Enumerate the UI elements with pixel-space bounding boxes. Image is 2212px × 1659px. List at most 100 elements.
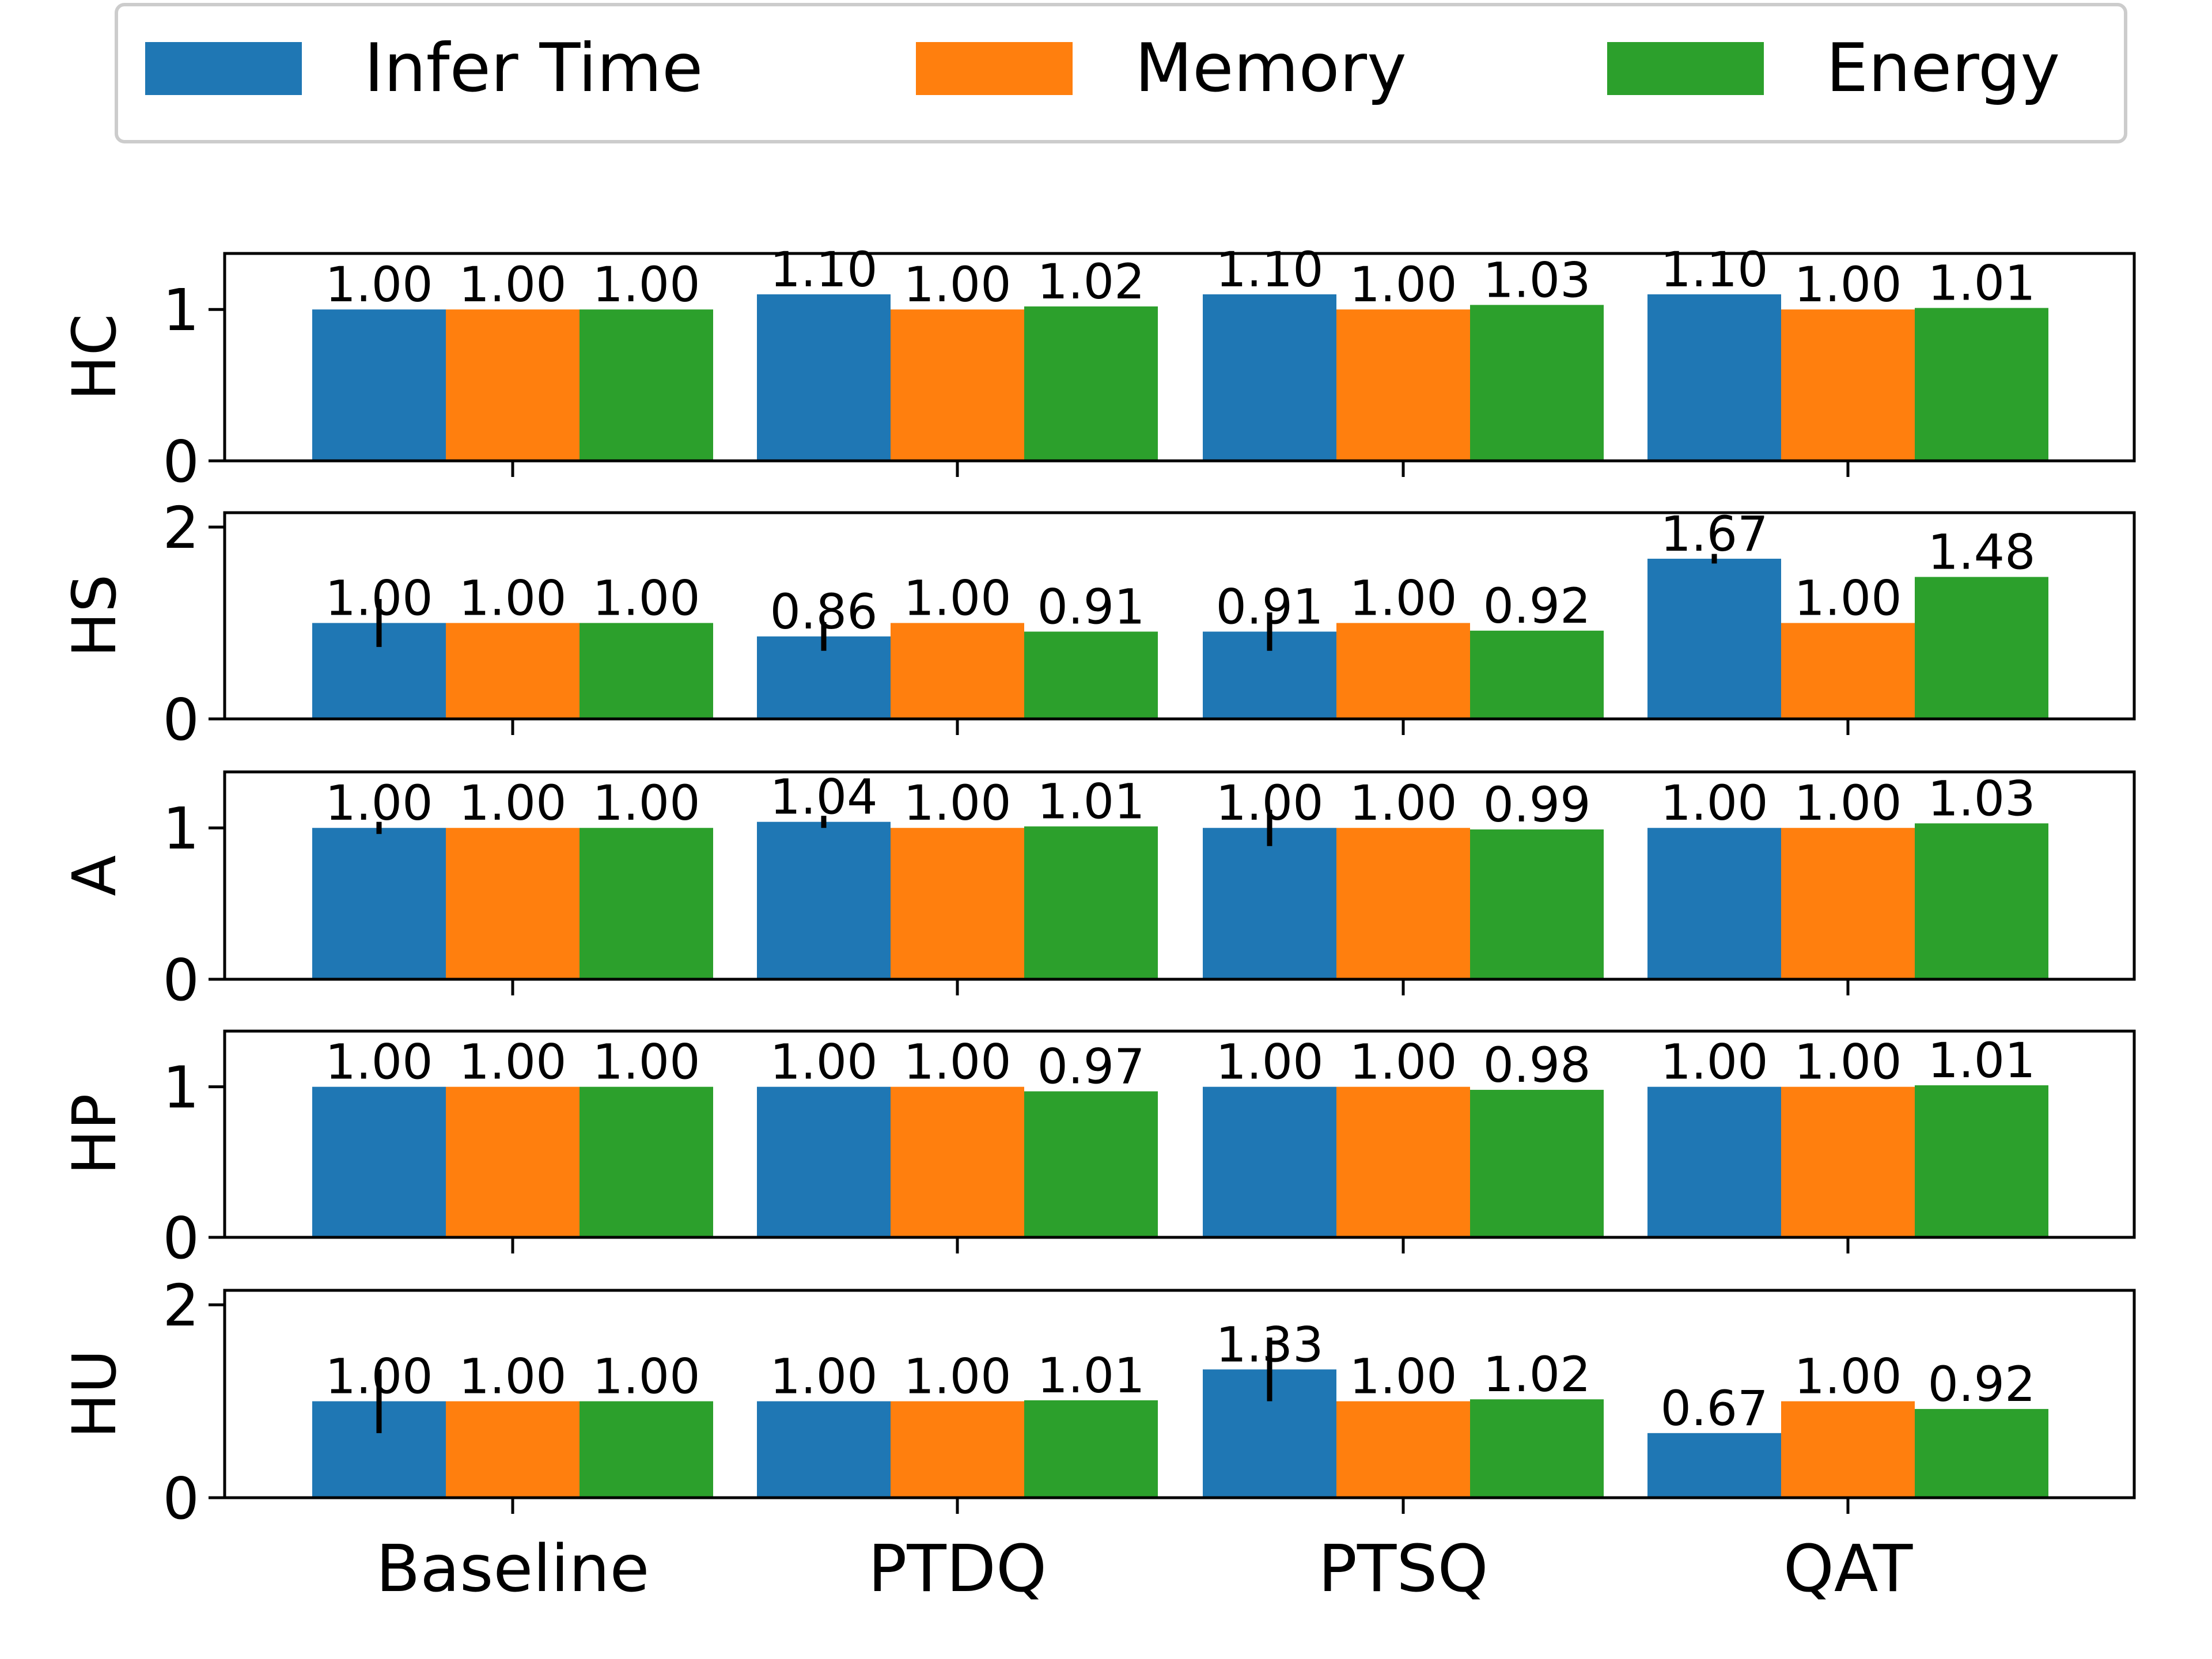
- bar: [579, 1401, 713, 1498]
- bar: [1336, 309, 1470, 461]
- legend-swatch: [145, 42, 302, 95]
- y-tick-label: 1: [162, 1054, 199, 1122]
- bar: [1647, 828, 1781, 979]
- axes-frame: [223, 770, 2136, 981]
- bar: [1336, 828, 1470, 979]
- bar: [1915, 1085, 2048, 1237]
- legend-label: Infer Time: [364, 29, 703, 107]
- y-tick-label: 0: [162, 686, 199, 753]
- data-label: 1.00: [903, 570, 1011, 626]
- data-label: 1.00: [325, 1034, 433, 1090]
- data-label: 1.00: [770, 1349, 877, 1405]
- y-tick-label: 2: [162, 494, 199, 562]
- data-label: 1.00: [592, 256, 700, 313]
- bar: [891, 1086, 1024, 1237]
- data-label: 1.00: [903, 1034, 1011, 1090]
- bar: [1336, 623, 1470, 719]
- x-tick-label: QAT: [1783, 1532, 1913, 1607]
- bar: [1203, 294, 1336, 461]
- data-label: 1.00: [903, 1349, 1011, 1405]
- panel-a: 1.00 1.00 1.00 1.04 1.00 1.01 1.00 1.00 0.99 1.00…: [59, 769, 2136, 1014]
- bar: [446, 309, 579, 461]
- y-tick-label: 2: [162, 1272, 199, 1339]
- data-label: 1.00: [1349, 256, 1457, 313]
- bar: [1781, 1086, 1915, 1237]
- bar: [757, 1401, 891, 1498]
- data-label: 1.03: [1927, 770, 2035, 827]
- data-label: 1.00: [459, 570, 566, 626]
- bar: [312, 309, 446, 461]
- bar: [1915, 1408, 2048, 1498]
- bar: [1024, 631, 1158, 719]
- panel-hs: 1.00 1.00 1.00 0.86 1.00 0.91 0.91 1.00 0.92 1.67…: [59, 494, 2136, 753]
- data-label: 1.00: [1794, 1034, 1902, 1090]
- data-label: 1.01: [1927, 255, 2035, 312]
- axes-frame: [223, 511, 2136, 721]
- legend-label: Memory: [1135, 29, 1407, 107]
- bar: [1024, 1400, 1158, 1498]
- y-tick-label: 0: [162, 1465, 199, 1532]
- data-label: 1.01: [1037, 1347, 1145, 1404]
- bar: [891, 309, 1024, 461]
- data-label: 1.00: [1794, 570, 1902, 626]
- data-label: 1.01: [1927, 1032, 2035, 1089]
- y-tick-label: 0: [162, 1205, 199, 1272]
- bar: [1915, 823, 2048, 979]
- data-label: 1.00: [459, 1349, 566, 1405]
- data-label: 1.00: [770, 1034, 877, 1090]
- bar: [1915, 308, 2048, 461]
- bar: [1203, 1086, 1336, 1237]
- bar: [1647, 1086, 1781, 1237]
- y-axis-label: HU: [59, 1350, 130, 1438]
- panel-hu: 1.00 1.00 1.00 1.00 1.00 1.01 1.33 1.00 1.02 0.67…: [59, 1272, 2136, 1532]
- bar: [1024, 306, 1158, 461]
- bar: [1470, 630, 1604, 719]
- data-label: 1.02: [1037, 253, 1145, 310]
- bar: [446, 828, 579, 979]
- bar: [1470, 1399, 1604, 1498]
- data-label: 1.00: [1349, 775, 1457, 831]
- bar: [579, 623, 713, 719]
- data-label: 0.98: [1483, 1037, 1590, 1093]
- bar: [1024, 826, 1158, 979]
- bar: [1470, 1089, 1604, 1237]
- bar: [312, 1086, 446, 1237]
- x-tick-label: Baseline: [376, 1532, 650, 1607]
- data-label: 1.03: [1483, 252, 1590, 308]
- data-label: 1.00: [1349, 1349, 1457, 1405]
- bar: [891, 623, 1024, 719]
- bar: [1024, 1091, 1158, 1237]
- data-label: 0.86: [770, 584, 877, 640]
- y-tick-label: 0: [162, 428, 199, 495]
- data-label: 1.00: [903, 256, 1011, 313]
- panel-hp: 1.00 1.00 1.00 1.00 1.00 0.97 1.00 1.00 0.98 1.00…: [59, 1029, 2136, 1272]
- bar: [1336, 1401, 1470, 1498]
- x-tick-label: PTDQ: [868, 1532, 1047, 1607]
- data-label: 1.00: [903, 775, 1011, 831]
- data-label: 1.48: [1927, 524, 2035, 581]
- x-tick-label: PTSQ: [1318, 1532, 1488, 1607]
- data-label: 1.00: [325, 256, 433, 313]
- bar: [1647, 558, 1781, 719]
- data-label: 1.10: [770, 241, 877, 298]
- bar: [1915, 577, 2048, 719]
- data-label: 1.00: [1660, 775, 1768, 831]
- data-label: 1.01: [1037, 774, 1145, 830]
- data-label: 1.67: [1660, 506, 1768, 562]
- data-label: 0.99: [1483, 777, 1590, 833]
- bar: [891, 828, 1024, 979]
- data-label: 1.00: [1215, 775, 1323, 831]
- data-label: 1.00: [325, 570, 433, 626]
- data-label: 1.00: [459, 256, 566, 313]
- data-label: 0.91: [1037, 578, 1145, 635]
- x-axis-ticks: Baseline PTDQ PTSQ QAT: [376, 1532, 1913, 1607]
- data-label: 0.92: [1483, 578, 1590, 634]
- data-label: 1.10: [1660, 241, 1768, 298]
- data-label: 1.00: [459, 1034, 566, 1090]
- data-label: 1.00: [592, 775, 700, 831]
- data-label: 1.00: [592, 1349, 700, 1405]
- data-label: 0.97: [1037, 1039, 1145, 1095]
- y-axis-label: HC: [59, 314, 130, 401]
- legend-swatch: [1607, 42, 1764, 95]
